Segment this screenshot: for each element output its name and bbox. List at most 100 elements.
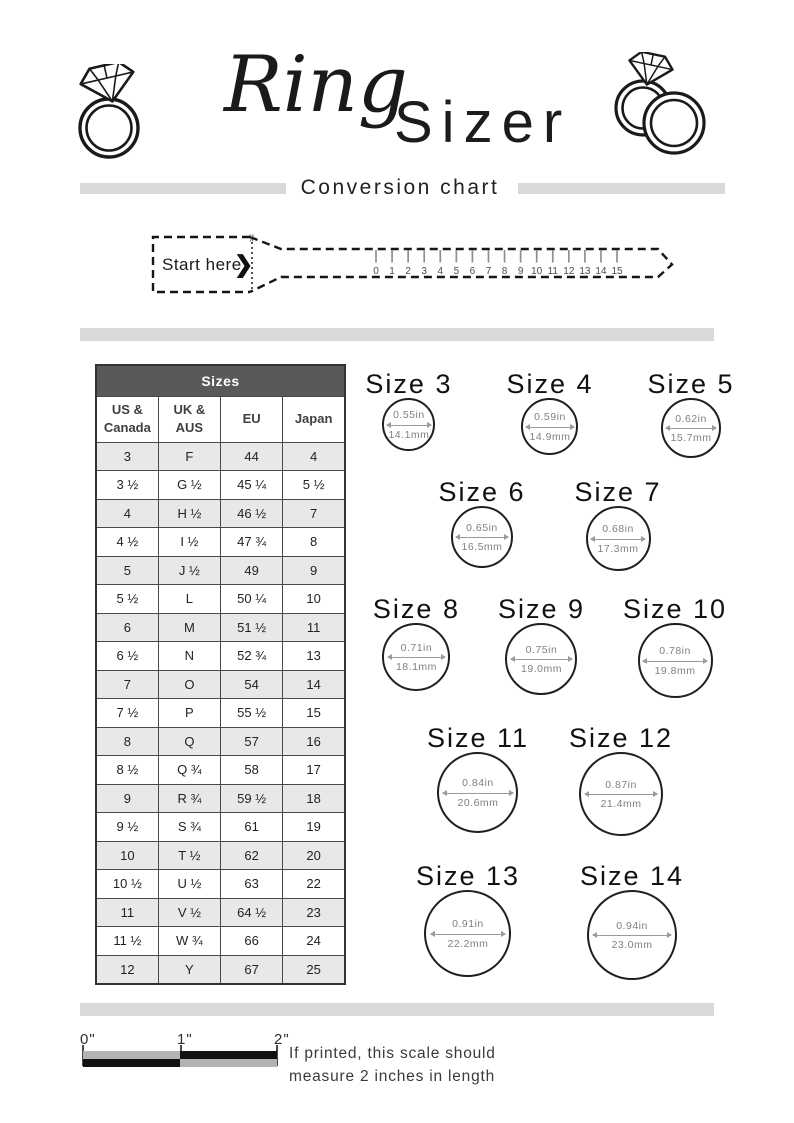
svg-text:8: 8 bbox=[502, 266, 508, 277]
cell-uk-aus: R ¾ bbox=[157, 783, 222, 813]
ring-size-item: Size 7 0.68in 17.3mm bbox=[575, 479, 662, 571]
diameter-mm: 14.9mm bbox=[529, 430, 571, 443]
print-scale-note-line1: If printed, this scale should bbox=[289, 1045, 496, 1062]
ring-size-label: Size 10 bbox=[623, 594, 728, 624]
wedding-rings-icon bbox=[614, 52, 706, 155]
ring-size-item: Size 5 0.62in 15.7mm bbox=[648, 371, 735, 458]
separator-bar-top bbox=[80, 328, 714, 341]
table-title-row: Sizes bbox=[95, 364, 346, 397]
cell-eu: 44 bbox=[219, 441, 284, 471]
diameter-inches: 0.91in bbox=[452, 918, 484, 930]
diameter-inches: 0.84in bbox=[462, 777, 494, 789]
diameter-mm: 18.1mm bbox=[395, 661, 437, 673]
cell-eu: 59 ½ bbox=[219, 783, 284, 813]
cell-eu: 63 bbox=[219, 869, 284, 899]
cell-uk-aus: J ½ bbox=[157, 555, 222, 585]
table-row: 4 ½ I ½ 47 ¾ 8 bbox=[95, 527, 346, 557]
diameter-inches: 0.87in bbox=[605, 778, 637, 791]
table-title: Sizes bbox=[95, 364, 346, 397]
ring-size-label: Size 6 bbox=[438, 477, 526, 507]
diameter-arrow bbox=[442, 789, 514, 796]
cell-japan: 22 bbox=[282, 869, 346, 899]
diameter-mm: 17.3mm bbox=[597, 542, 639, 555]
table-row: 7 ½ P 55 ½ 15 bbox=[95, 698, 346, 728]
col-header-us-canada: US & Canada bbox=[95, 395, 159, 443]
table-row: 6 M 51 ½ 11 bbox=[95, 612, 346, 642]
cell-us-canada: 6 bbox=[95, 612, 159, 642]
ring-size-item: Size 14 0.94in 23.0mm bbox=[580, 863, 684, 980]
title-sizer: Sizer bbox=[394, 90, 572, 155]
cell-eu: 58 bbox=[219, 755, 284, 785]
cell-eu: 62 bbox=[219, 840, 284, 870]
subtitle: Conversion chart bbox=[300, 176, 500, 199]
table-row: 12 Y 67 25 bbox=[95, 954, 346, 984]
svg-text:9: 9 bbox=[518, 266, 524, 277]
ring-size-circle: 0.62in 15.7mm bbox=[661, 398, 722, 458]
cell-eu: 55 ½ bbox=[219, 698, 284, 728]
cell-japan: 24 bbox=[282, 926, 346, 956]
scale-label-0in: 0" bbox=[80, 1031, 96, 1048]
ring-size-circle: 0.68in 17.3mm bbox=[585, 506, 651, 571]
cell-us-canada: 6 ½ bbox=[95, 641, 159, 671]
diamond-ring-icon bbox=[78, 64, 140, 159]
svg-text:4: 4 bbox=[437, 266, 443, 277]
cell-us-canada: 7 ½ bbox=[95, 698, 159, 728]
ring-sizes-row-3: Size 8 0.71in 18.1mm Size 9 0.75in 19.0m… bbox=[350, 594, 750, 698]
diameter-mm: 16.5mm bbox=[461, 541, 503, 553]
col-header-japan: Japan bbox=[282, 395, 346, 443]
ring-size-label: Size 12 bbox=[569, 723, 674, 753]
cell-uk-aus: Y bbox=[157, 954, 222, 984]
svg-text:15: 15 bbox=[611, 266, 623, 277]
diameter-mm: 15.7mm bbox=[670, 432, 712, 444]
table-row: 5 J ½ 49 9 bbox=[95, 555, 346, 585]
cell-eu: 61 bbox=[219, 812, 284, 842]
cell-japan: 18 bbox=[282, 783, 346, 813]
diameter-mm: 14.1mm bbox=[388, 428, 430, 441]
diameter-mm: 22.2mm bbox=[447, 937, 489, 950]
start-here-chevron-icon: ❯ bbox=[234, 251, 253, 278]
diameter-mm: 19.0mm bbox=[521, 663, 562, 675]
cell-japan: 19 bbox=[282, 812, 346, 842]
cell-eu: 46 ½ bbox=[219, 498, 284, 528]
cell-us-canada: 9 bbox=[95, 783, 159, 813]
diameter-mm: 23.0mm bbox=[611, 939, 653, 951]
table-row: 7 O 54 14 bbox=[95, 669, 346, 699]
table-row: 4 H ½ 46 ½ 7 bbox=[95, 498, 346, 528]
table-row: 9 R ¾ 59 ½ 18 bbox=[95, 783, 346, 813]
diameter-arrow bbox=[584, 791, 659, 797]
svg-text:5: 5 bbox=[454, 266, 460, 277]
cell-us-canada: 8 bbox=[95, 726, 159, 756]
ring-size-label: Size 13 bbox=[415, 861, 520, 891]
svg-text:7: 7 bbox=[486, 266, 492, 277]
cell-uk-aus: S ¾ bbox=[157, 812, 222, 842]
ring-size-circle: 0.94in 23.0mm bbox=[587, 890, 678, 980]
ring-size-label: Size 4 bbox=[506, 369, 594, 399]
diameter-arrow bbox=[589, 535, 647, 542]
table-row: 10 ½ U ½ 63 22 bbox=[95, 869, 346, 899]
cell-uk-aus: L bbox=[157, 584, 222, 614]
ring-size-circle: 0.87in 21.4mm bbox=[579, 752, 664, 836]
diameter-inches: 0.94in bbox=[616, 919, 648, 932]
table-row: 10 T ½ 62 20 bbox=[95, 840, 346, 870]
ring-size-item: Size 12 0.87in 21.4mm bbox=[569, 723, 674, 836]
cell-eu: 67 bbox=[219, 954, 284, 984]
cell-us-canada: 5 ½ bbox=[95, 584, 159, 614]
svg-text:6: 6 bbox=[470, 266, 476, 277]
ring-sizes-row-5: Size 13 0.91in 22.2mm Size 14 0.94in 23.… bbox=[350, 861, 750, 980]
scale-segment-top-left bbox=[83, 1051, 180, 1059]
ring-size-item: Size 9 0.75in 19.0mm bbox=[497, 594, 586, 695]
cell-us-canada: 5 bbox=[95, 555, 159, 585]
cell-us-canada: 11 ½ bbox=[95, 926, 159, 956]
ruler-scale: 0 1 2 3 4 5 6 7 8 9 10 11 12 13 14 15 bbox=[373, 250, 623, 277]
svg-text:3: 3 bbox=[421, 266, 427, 277]
ring-size-label: Size 9 bbox=[497, 594, 586, 624]
cell-us-canada: 10 bbox=[95, 840, 159, 870]
col-header-eu: EU bbox=[219, 395, 284, 443]
cell-uk-aus: Q bbox=[157, 726, 222, 756]
diameter-inches: 0.78in bbox=[659, 645, 691, 657]
diameter-inches: 0.59in bbox=[534, 411, 566, 423]
diameter-arrow bbox=[454, 534, 510, 540]
scale-segment-bottom-right bbox=[180, 1059, 277, 1067]
cell-us-canada: 9 ½ bbox=[95, 812, 159, 842]
